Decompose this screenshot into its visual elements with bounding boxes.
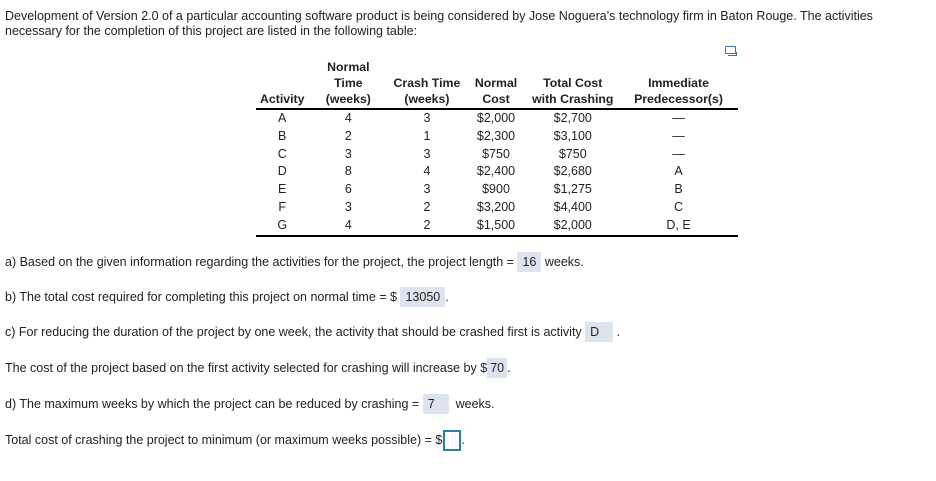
table-row: D 8 4 $2,400 $2,680 A [256, 163, 738, 181]
question-a: a) Based on the given information regard… [5, 252, 584, 272]
cell-activity: B [278, 128, 287, 143]
cell-total-cost: $2,680 [553, 164, 592, 179]
question-d: d) The maximum weeks by which the projec… [5, 394, 495, 414]
header-activity: Activity [260, 92, 305, 106]
cell-crash-time: 4 [423, 164, 431, 179]
cell-predecessor: — [672, 128, 685, 143]
cell-total-cost: $2,000 [553, 217, 592, 232]
cell-normal-time: 2 [344, 128, 352, 143]
cell-crash-time: 2 [423, 217, 431, 232]
header-total-cost: Total Cost with Crashing [532, 76, 614, 106]
cell-total-cost: $2,700 [553, 111, 592, 125]
cell-crash-time: 3 [423, 146, 431, 161]
question-b-suffix: . [445, 290, 449, 304]
header-predecessors: Immediate Predecessor(s) [634, 76, 723, 106]
question-a-text: a) Based on the given information regard… [5, 255, 518, 269]
answer-c2-field[interactable]: 70 [487, 358, 508, 378]
cell-total-cost: $750 [558, 146, 587, 161]
answer-c-field[interactable]: D [585, 322, 614, 342]
cell-normal-time: 8 [344, 164, 352, 179]
question-c-suffix: . [616, 325, 621, 339]
question-d-suffix: weeks. [455, 397, 495, 411]
cell-normal-time: 4 [344, 217, 352, 232]
cell-activity: G [277, 217, 288, 232]
table-row: B 2 1 $2,300 $3,100 — [256, 128, 738, 146]
question-d2-text: Total cost of crashing the project to mi… [5, 433, 443, 447]
cell-predecessor: — [672, 146, 685, 161]
cell-crash-time: 1 [423, 128, 431, 143]
cell-total-cost: $3,100 [553, 128, 592, 143]
problem-intro: Development of Version 2.0 of a particul… [5, 9, 873, 38]
table-row: C 3 3 $750 $750 — [256, 146, 738, 164]
question-d2-suffix: . [461, 433, 465, 447]
question-b: b) The total cost required for completin… [5, 287, 449, 307]
cell-activity: A [278, 111, 287, 125]
answer-d2-input[interactable] [443, 430, 462, 452]
expand-table-icon[interactable] [725, 46, 737, 56]
answer-a-field[interactable]: 16 [517, 252, 542, 272]
cell-activity: F [278, 199, 287, 214]
cell-crash-time: 2 [423, 199, 431, 214]
cell-normal-cost: $2,300 [476, 128, 516, 143]
cell-normal-cost: $2,400 [476, 164, 516, 179]
cell-predecessor: A [674, 164, 683, 179]
cell-normal-time: 6 [344, 182, 352, 197]
table-row: G 4 2 $1,500 $2,000 D, E [256, 217, 738, 236]
activity-table: Activity Normal Time (weeks) Crash Time … [256, 59, 738, 237]
cell-predecessor: — [672, 111, 685, 125]
cell-normal-cost: $750 [482, 146, 510, 161]
question-c: c) For reducing the duration of the proj… [5, 322, 620, 342]
table-row: F 3 2 $3,200 $4,400 C [256, 199, 738, 217]
cell-normal-time: 3 [344, 199, 352, 214]
cell-predecessor: B [674, 182, 683, 197]
cell-normal-cost: $900 [482, 182, 510, 197]
cell-normal-cost: $1,500 [476, 217, 516, 232]
cell-normal-time: 3 [344, 146, 352, 161]
header-crash-time: Crash Time (weeks) [393, 76, 461, 106]
question-c-text: c) For reducing the duration of the proj… [5, 325, 586, 339]
cell-crash-time: 3 [423, 182, 431, 197]
question-d2: Total cost of crashing the project to mi… [5, 430, 465, 452]
answer-b-field[interactable]: 13050 [400, 287, 446, 307]
cell-total-cost: $4,400 [553, 199, 592, 214]
cell-activity: C [277, 146, 287, 161]
question-c2: The cost of the project based on the fir… [5, 358, 511, 378]
question-c2-text: The cost of the project based on the fir… [5, 361, 488, 375]
question-a-suffix: weeks. [544, 255, 584, 269]
cell-total-cost: $1,275 [553, 182, 592, 197]
cell-normal-cost: $3,200 [476, 199, 516, 214]
cell-activity: D [277, 164, 287, 179]
header-normal-cost: Normal Cost [474, 76, 518, 106]
cell-crash-time: 3 [423, 111, 431, 125]
header-normal-time: Normal Time (weeks) [325, 60, 371, 106]
question-b-text: b) The total cost required for completin… [5, 290, 397, 304]
answer-d-field[interactable]: 7 [422, 394, 449, 414]
cell-activity: E [278, 182, 287, 197]
table-row: E 6 3 $900 $1,275 B [256, 181, 738, 199]
cell-predecessor: D, E [666, 217, 691, 232]
cell-normal-time: 4 [344, 111, 352, 125]
cell-predecessor: C [673, 199, 684, 214]
cell-normal-cost: $2,000 [476, 111, 516, 125]
question-d-text: d) The maximum weeks by which the projec… [5, 397, 423, 411]
table-row: A 4 3 $2,000 $2,700 — [256, 109, 738, 128]
question-c2-suffix: . [507, 361, 511, 375]
